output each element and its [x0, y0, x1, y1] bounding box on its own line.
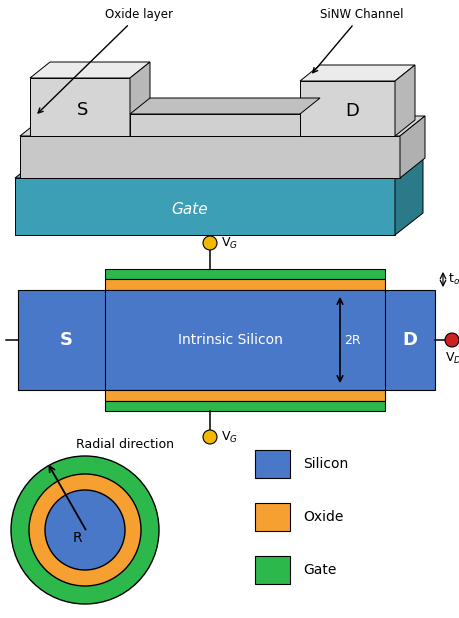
- Polygon shape: [15, 156, 422, 178]
- Bar: [105, 290, 384, 390]
- Polygon shape: [299, 65, 414, 81]
- Polygon shape: [394, 156, 422, 235]
- Bar: [254, 450, 289, 478]
- Text: Intrinsic Silicon: Intrinsic Silicon: [177, 333, 282, 347]
- Polygon shape: [130, 98, 319, 114]
- Text: D: D: [344, 102, 358, 120]
- Ellipse shape: [11, 456, 159, 604]
- Text: S: S: [77, 101, 89, 119]
- Text: Oxide: Oxide: [302, 510, 342, 524]
- Text: Gate: Gate: [302, 563, 336, 577]
- Polygon shape: [30, 62, 150, 78]
- Polygon shape: [15, 178, 394, 235]
- Polygon shape: [130, 114, 299, 136]
- Circle shape: [444, 333, 458, 347]
- Text: Silicon: Silicon: [302, 457, 347, 471]
- Bar: [359, 290, 434, 390]
- Ellipse shape: [45, 490, 125, 570]
- Bar: [105, 279, 384, 290]
- Polygon shape: [130, 62, 150, 136]
- Text: V$_G$: V$_G$: [220, 430, 237, 444]
- Polygon shape: [399, 116, 424, 178]
- Ellipse shape: [29, 474, 141, 586]
- Text: t$_o$: t$_o$: [447, 272, 459, 287]
- Polygon shape: [20, 136, 399, 178]
- Text: R: R: [72, 531, 82, 545]
- Text: Oxide layer: Oxide layer: [38, 8, 173, 113]
- Text: Radial direction: Radial direction: [76, 439, 174, 452]
- Polygon shape: [394, 65, 414, 136]
- Polygon shape: [20, 116, 424, 136]
- Circle shape: [202, 430, 217, 444]
- Bar: [254, 503, 289, 531]
- Circle shape: [202, 236, 217, 250]
- Text: V$_D$: V$_D$: [444, 350, 459, 366]
- Text: 2R: 2R: [343, 334, 360, 347]
- Polygon shape: [299, 81, 394, 136]
- Text: SiNW Channel: SiNW Channel: [312, 8, 403, 73]
- Bar: [105, 269, 384, 279]
- Text: V$_G$: V$_G$: [220, 235, 237, 250]
- Text: D: D: [402, 331, 417, 349]
- Text: S: S: [59, 331, 73, 349]
- Bar: [105, 401, 384, 411]
- Bar: [18, 290, 130, 390]
- Bar: [254, 556, 289, 584]
- Polygon shape: [30, 78, 130, 136]
- Text: Gate: Gate: [171, 203, 208, 218]
- Bar: [105, 390, 384, 401]
